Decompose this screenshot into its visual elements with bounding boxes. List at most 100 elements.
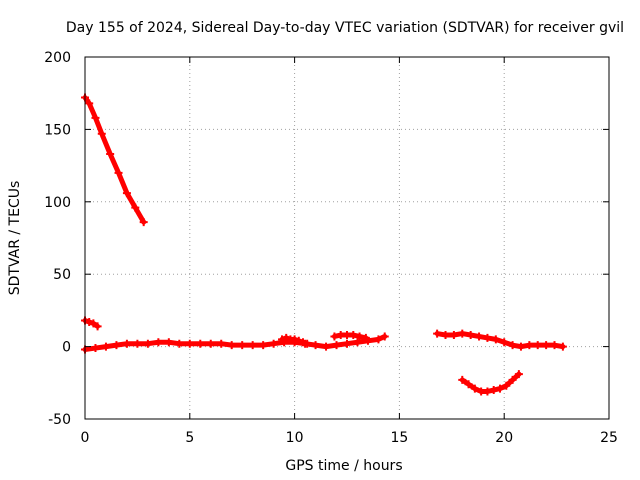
data-point [303, 339, 312, 348]
series-bump-12-14 [330, 331, 370, 342]
data-point [502, 381, 511, 390]
data-point [514, 370, 523, 379]
data-point [491, 335, 500, 344]
data-point [131, 203, 140, 212]
data-point [483, 333, 492, 342]
data-point [330, 332, 339, 341]
data-point [332, 341, 341, 350]
series-small-segment [81, 316, 102, 331]
data-point [298, 338, 307, 347]
data-point [89, 319, 98, 328]
x-tick-label: 20 [495, 430, 513, 446]
data-point [185, 339, 194, 348]
data-point [322, 342, 331, 351]
data-point [380, 332, 389, 341]
data-point [441, 331, 450, 340]
ticks: 0 5 10 15 20 25 -50 0 50 100 150 200 [44, 50, 618, 446]
x-tick-label: 15 [390, 430, 408, 446]
data-point [154, 338, 163, 347]
data-point [516, 342, 525, 351]
y-tick-label: 0 [62, 340, 71, 356]
series-layer [81, 93, 567, 396]
data-point [101, 342, 110, 351]
data-point [114, 168, 123, 177]
y-axis-label: SDTVAR / TECUs [7, 181, 23, 296]
data-point [508, 375, 517, 384]
data-point [558, 342, 567, 351]
data-point [355, 332, 364, 341]
data-point [550, 341, 559, 350]
data-point [349, 331, 358, 340]
data-point [433, 329, 442, 338]
data-point [483, 387, 492, 396]
data-point [500, 338, 509, 347]
x-tick-label: 25 [600, 430, 618, 446]
data-point [290, 335, 299, 344]
series-negative-arc [458, 370, 523, 396]
y-tick-label: 100 [44, 195, 71, 211]
series-line [434, 331, 566, 350]
y-tick-label: 200 [44, 50, 71, 66]
data-point [542, 341, 551, 350]
data-point [449, 331, 458, 340]
x-tick-label: 10 [286, 430, 304, 446]
grid [85, 57, 609, 419]
data-point [122, 339, 131, 348]
data-point [122, 189, 131, 198]
data-point [361, 333, 370, 342]
data-point [259, 341, 268, 350]
data-point [475, 332, 484, 341]
data-point [175, 339, 184, 348]
data-point [343, 339, 351, 348]
series-right-segment [433, 329, 567, 351]
data-point [91, 344, 100, 353]
data-point [458, 329, 467, 338]
data-point [464, 380, 473, 389]
data-point [91, 113, 100, 122]
data-point [278, 335, 287, 344]
data-point [294, 336, 303, 345]
data-point [466, 331, 475, 340]
data-point [139, 218, 148, 227]
data-point [311, 341, 320, 350]
data-point [458, 375, 467, 384]
data-point [282, 333, 291, 342]
data-point [227, 341, 236, 350]
data-point [508, 341, 517, 350]
data-point [269, 339, 278, 348]
data-point [533, 341, 542, 350]
x-tick-label: 0 [81, 430, 90, 446]
data-point [374, 335, 383, 344]
y-tick-label: 50 [53, 267, 71, 283]
series-bump-9-10 [278, 333, 312, 348]
y-tick-label: -50 [48, 412, 71, 428]
x-tick-label: 5 [185, 430, 194, 446]
data-point [489, 386, 498, 395]
data-point [143, 339, 152, 348]
data-point [97, 129, 106, 138]
series-descending [81, 93, 148, 227]
data-point [93, 322, 102, 331]
data-point [133, 339, 142, 348]
data-point [85, 99, 94, 108]
x-axis-label: GPS time / hours [285, 458, 402, 474]
chart-title: Day 155 of 2024, Sidereal Day-to-day VTE… [66, 20, 624, 36]
data-point [248, 341, 257, 350]
data-point [85, 317, 94, 326]
series-line [459, 371, 522, 394]
data-point [470, 384, 479, 393]
series-line [82, 95, 147, 225]
data-point [353, 338, 362, 347]
data-point [238, 341, 247, 350]
data-point [525, 341, 534, 350]
y-tick-label: 150 [44, 122, 71, 138]
data-point [496, 384, 505, 393]
plot-border [84, 56, 610, 420]
data-point [217, 339, 226, 348]
data-point [106, 150, 115, 159]
data-point [206, 339, 215, 348]
data-point [112, 341, 121, 350]
data-point [196, 339, 205, 348]
data-point [164, 338, 173, 347]
